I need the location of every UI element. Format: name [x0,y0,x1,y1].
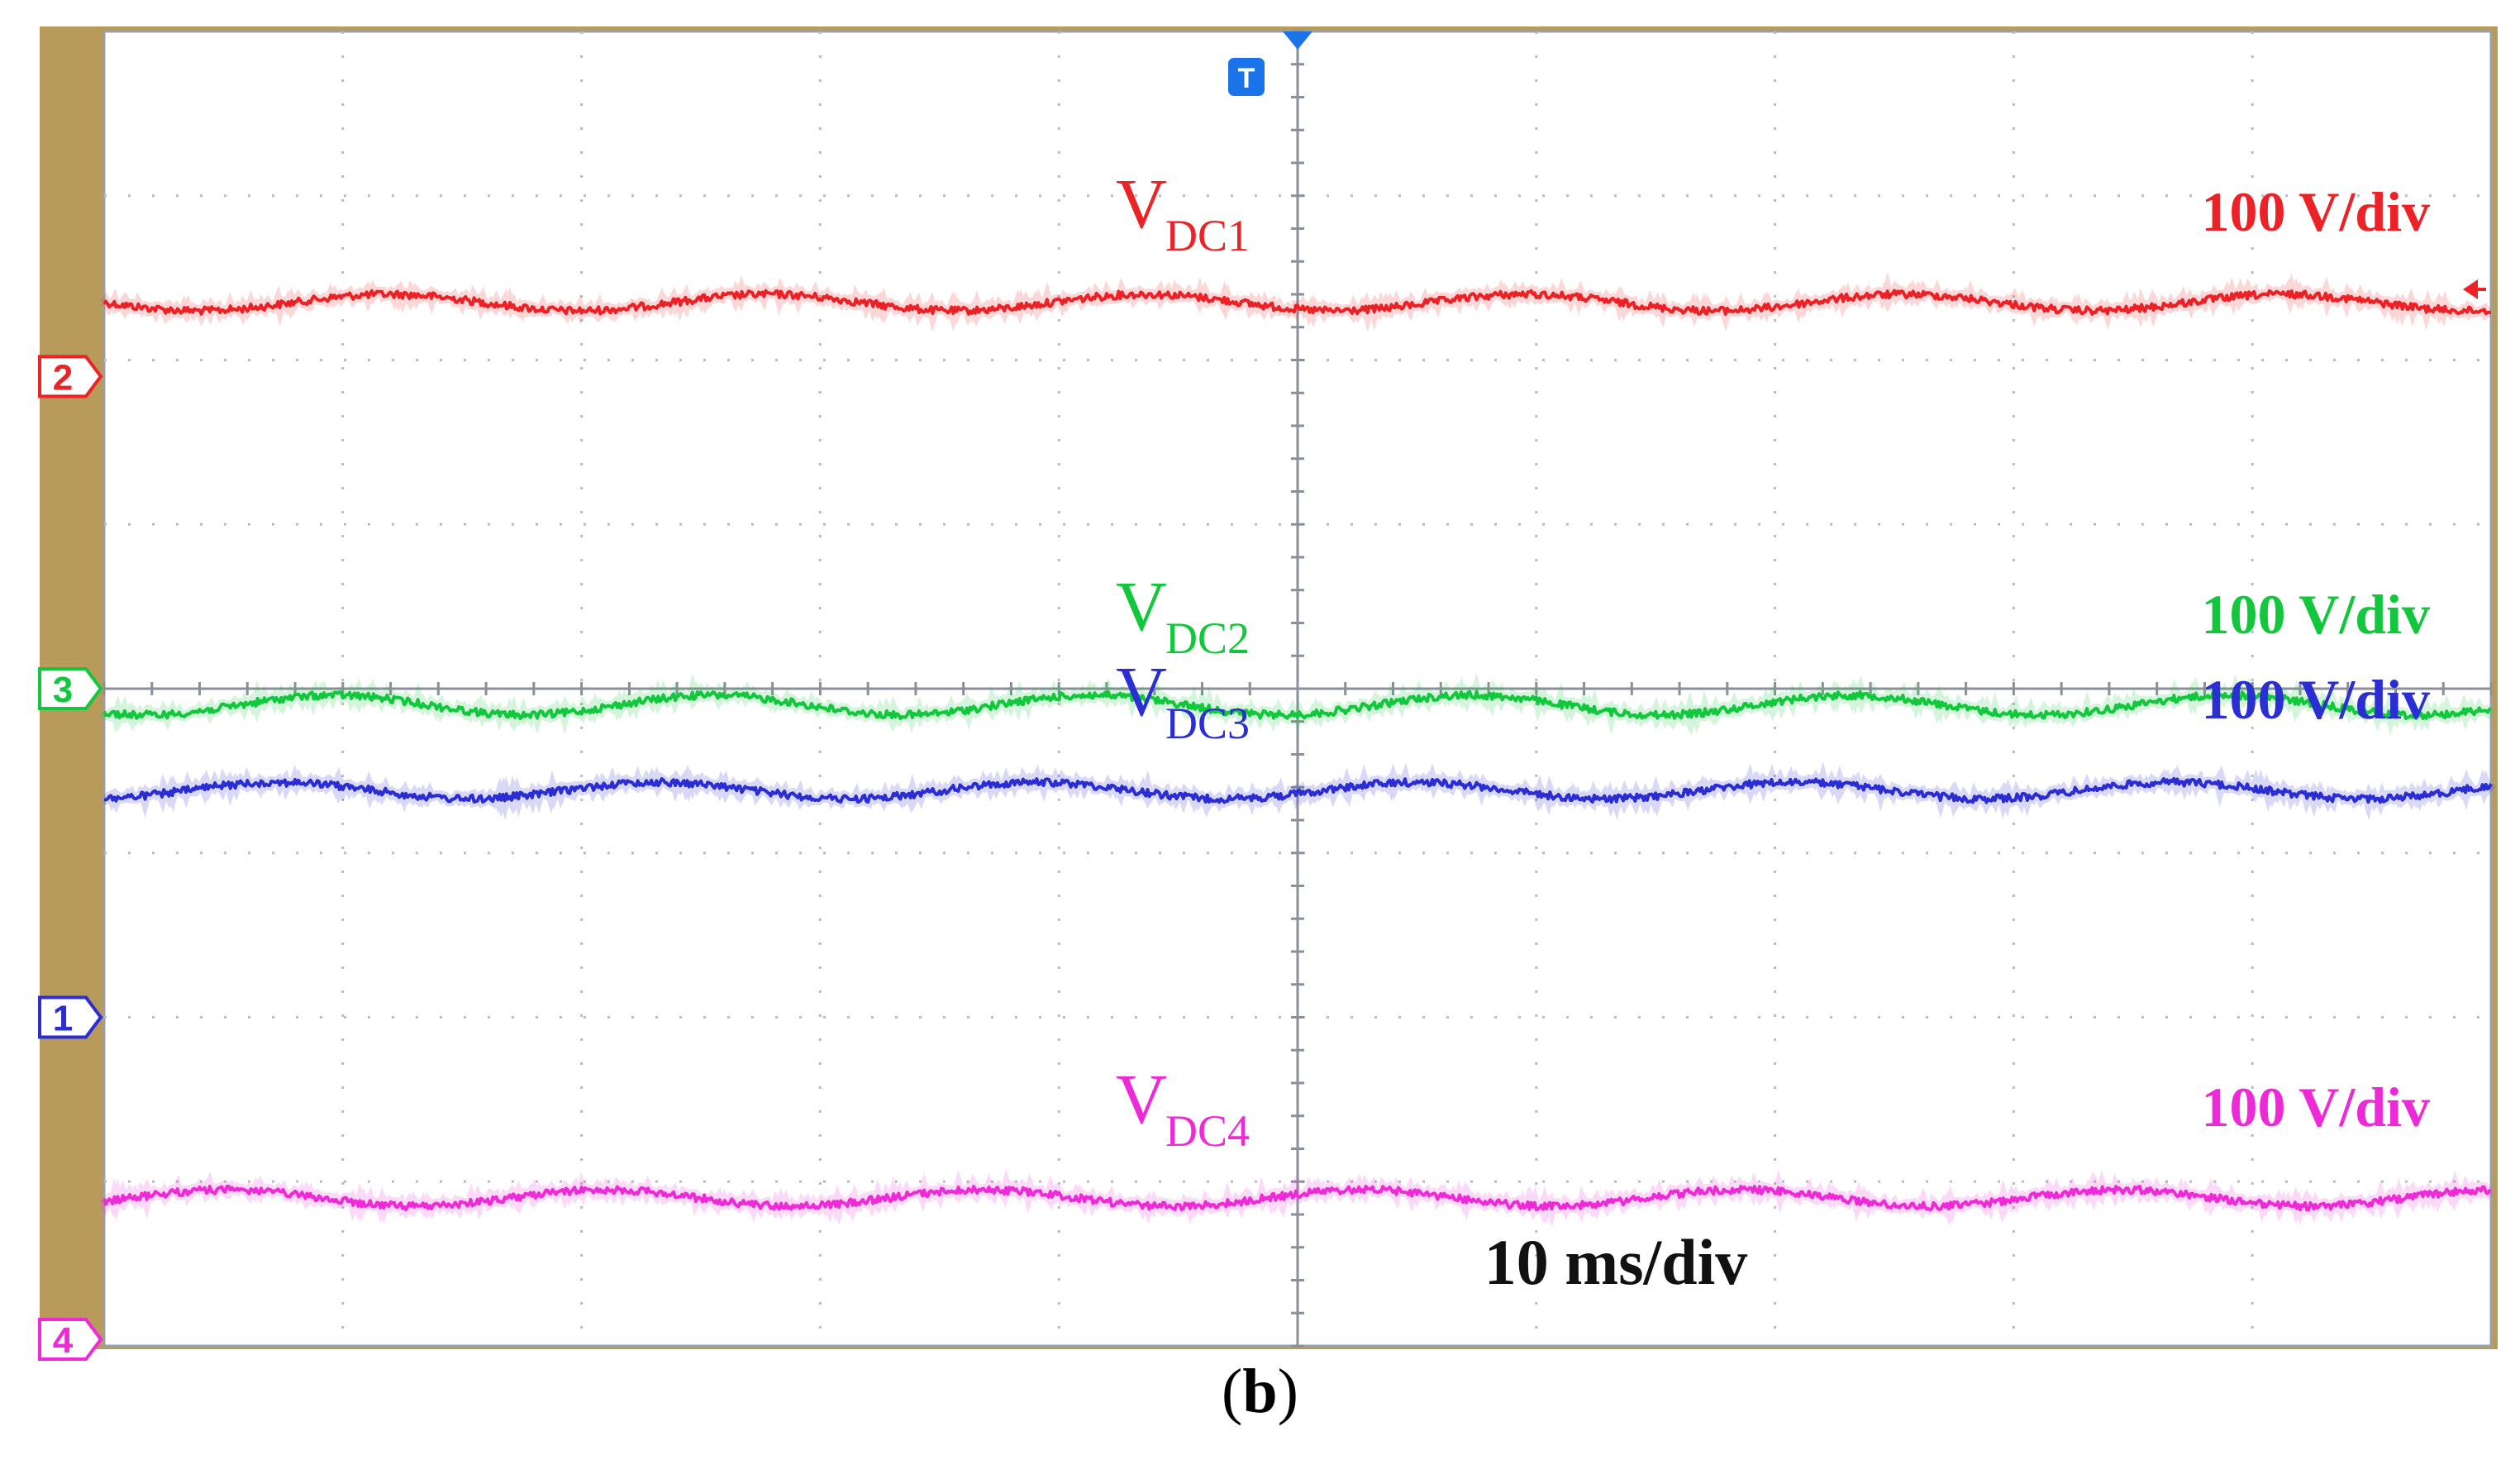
channel-marker-2: 2 [38,355,103,398]
trace-glow-vdc1 [100,271,2491,332]
channel-marker-1: 1 [38,995,103,1039]
series-scale-label: 100 V/div [2202,668,2430,731]
trace-vdc4 [102,1184,2492,1212]
series-label-main: V [1116,164,1167,243]
series-label-sub: DC1 [1165,211,1250,260]
series-scale-label: 100 V/div [2202,180,2430,243]
series-label-main: V [1116,566,1167,646]
trace-glow-vdc2 [99,672,2494,737]
channel-number: 4 [53,1320,74,1361]
series-scale-label: 100 V/div [2202,1076,2430,1138]
trace-vdc3 [103,776,2493,804]
timebase-label: 10 ms/div [1484,1226,1748,1298]
channel-marker-4: 4 [38,1318,103,1362]
channel-number: 3 [53,670,73,710]
trigger-marker-text: T [1238,63,1255,94]
channel-marker-3: 3 [38,667,103,710]
trigger-t-icon: T [1228,58,1265,96]
series-label-sub: DC2 [1165,613,1250,663]
series-label-sub: DC4 [1165,1106,1250,1156]
series-label-main: V [1116,651,1167,731]
traces [99,271,2496,1228]
channel-markers: 2 3 1 4 [38,355,103,1362]
trigger-position-arrow [1283,31,1312,50]
trace-glow-vdc3 [103,761,2496,821]
channel-number: 2 [53,357,73,398]
trace-vdc1 [102,289,2491,316]
caption-letter: b [1242,1357,1278,1426]
trace-glow-vdc4 [99,1168,2494,1228]
series-label-sub: DC3 [1165,699,1250,748]
series-label-main: V [1116,1059,1167,1138]
trigger-level-arrow [2463,279,2478,299]
grid [102,30,2493,1348]
figure-caption: (b) [1222,1357,1298,1426]
channel-number: 1 [53,999,73,1039]
series-scale-label: 100 V/div [2202,583,2430,646]
trace-vdc2 [102,689,2493,721]
